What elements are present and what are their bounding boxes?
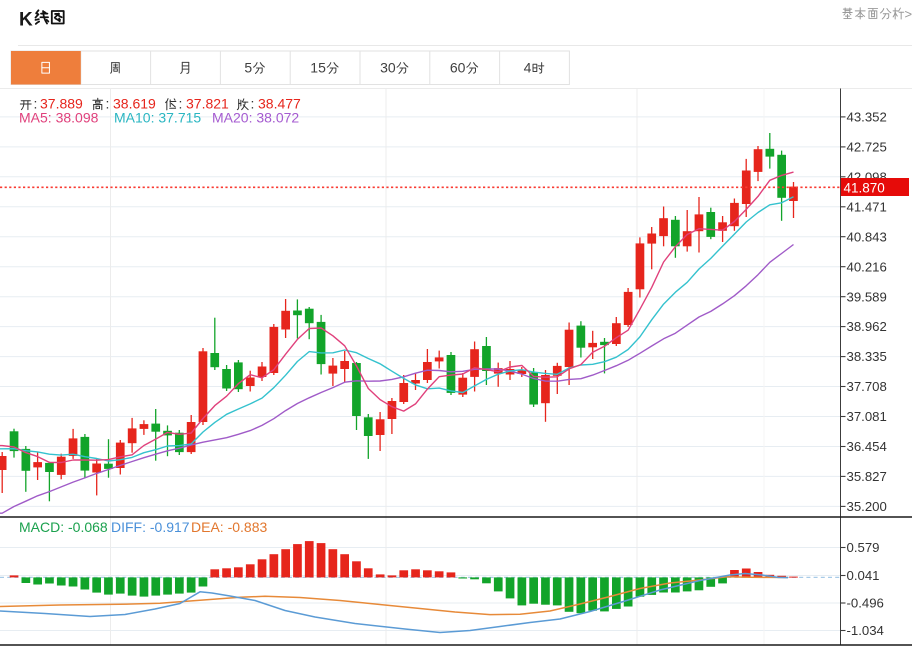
svg-text::: : bbox=[34, 96, 38, 112]
svg-text:35.200: 35.200 bbox=[847, 499, 887, 514]
svg-text:37.889: 37.889 bbox=[40, 96, 83, 112]
svg-text:38.619: 38.619 bbox=[113, 96, 156, 112]
svg-text:37.821: 37.821 bbox=[186, 96, 229, 112]
svg-text:39.589: 39.589 bbox=[847, 289, 887, 304]
svg-text:37.081: 37.081 bbox=[847, 409, 887, 424]
svg-text:4: 4 bbox=[524, 60, 532, 76]
svg-text:MA10: 37.715: MA10: 37.715 bbox=[114, 110, 201, 126]
svg-text:37.708: 37.708 bbox=[847, 379, 887, 394]
svg-text:42.725: 42.725 bbox=[847, 139, 887, 154]
svg-text:36.454: 36.454 bbox=[847, 439, 887, 454]
svg-text:0.041: 0.041 bbox=[847, 568, 880, 583]
svg-text:15: 15 bbox=[310, 60, 326, 76]
svg-text:0.579: 0.579 bbox=[847, 540, 880, 555]
svg-text:DIFF: -0.917: DIFF: -0.917 bbox=[111, 519, 190, 535]
svg-text:DEA: -0.883: DEA: -0.883 bbox=[191, 519, 267, 535]
svg-text:41.471: 41.471 bbox=[847, 199, 887, 214]
svg-text:MACD: -0.068: MACD: -0.068 bbox=[19, 519, 108, 535]
svg-text:-0.496: -0.496 bbox=[847, 596, 884, 611]
svg-text:38.477: 38.477 bbox=[258, 96, 301, 112]
svg-text:38.335: 38.335 bbox=[847, 349, 887, 364]
svg-text::: : bbox=[106, 96, 110, 112]
svg-text:40.843: 40.843 bbox=[847, 229, 887, 244]
svg-text:38.962: 38.962 bbox=[847, 319, 887, 334]
svg-text:-1.034: -1.034 bbox=[847, 623, 884, 638]
svg-text:MA20: 38.072: MA20: 38.072 bbox=[212, 110, 299, 126]
svg-text:40.216: 40.216 bbox=[847, 259, 887, 274]
svg-text:35.827: 35.827 bbox=[847, 469, 887, 484]
svg-text:K: K bbox=[19, 10, 33, 31]
svg-text:MA5: 38.098: MA5: 38.098 bbox=[19, 110, 99, 126]
svg-text:43.352: 43.352 bbox=[847, 110, 887, 125]
svg-text:41.870: 41.870 bbox=[844, 180, 885, 195]
svg-text:5: 5 bbox=[244, 60, 252, 76]
svg-text::: : bbox=[251, 96, 255, 112]
svg-text:60: 60 bbox=[450, 60, 466, 76]
svg-text::: : bbox=[179, 96, 183, 112]
svg-text:30: 30 bbox=[380, 60, 396, 76]
svg-text:>: > bbox=[905, 7, 912, 22]
